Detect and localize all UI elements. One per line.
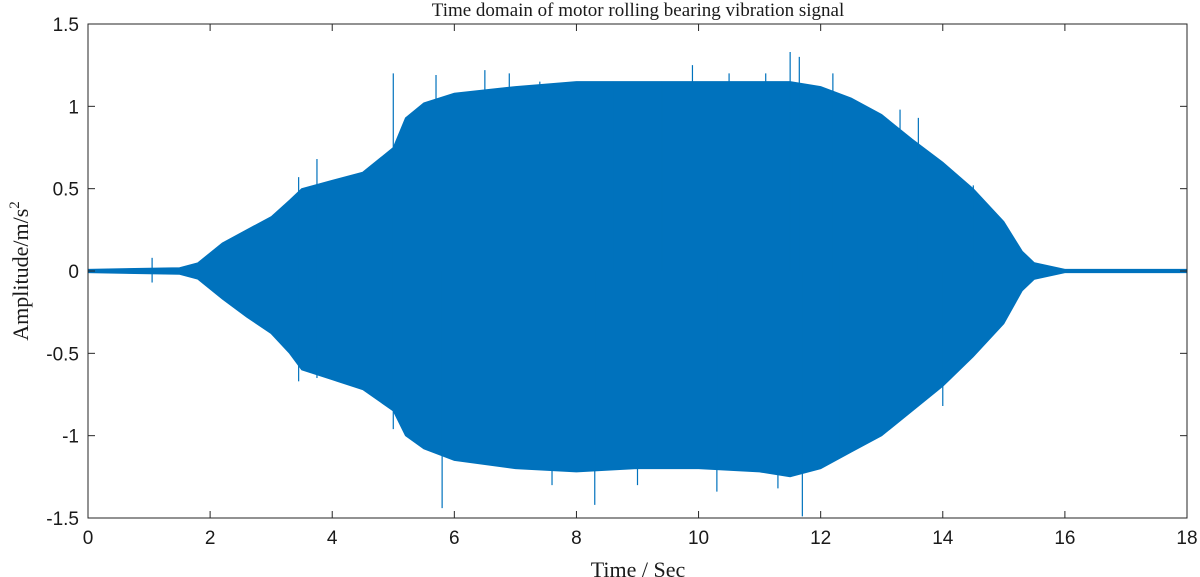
x-tick-label: 8 — [571, 528, 582, 549]
x-tick-label: 16 — [1054, 528, 1075, 549]
y-tick-label: -0.5 — [46, 344, 79, 365]
y-tick-label: 1 — [68, 97, 79, 118]
x-tick-label: 0 — [83, 528, 94, 549]
x-axis-title: Time / Sec — [591, 557, 686, 577]
plot-area — [87, 23, 1188, 519]
chart-title: Time domain of motor rolling bearing vib… — [432, 0, 845, 21]
signal-spikes — [151, 51, 974, 517]
x-tick-label: 18 — [1176, 528, 1197, 549]
x-tick-label: 12 — [810, 528, 831, 549]
y-axis-title-superscript: 2 — [7, 201, 23, 209]
x-tick-label: 4 — [327, 528, 338, 549]
y-tick-label: 0 — [68, 262, 79, 283]
y-axis-title: Amplitude/m/s2 — [7, 201, 33, 341]
x-tick-label: 2 — [205, 528, 216, 549]
y-tick-label: 0.5 — [53, 180, 79, 201]
y-tick-label: -1 — [62, 427, 79, 448]
x-axis: 0 2 4 6 8 10 12 14 16 18 — [83, 24, 1198, 549]
y-axis-title-text: Amplitude/m/s — [8, 209, 33, 341]
x-tick-label: 10 — [688, 528, 709, 549]
x-tick-label: 6 — [449, 528, 460, 549]
y-axis: 1.5 1 0.5 0 -0.5 -1 -1.5 — [46, 15, 1187, 530]
x-tick-label: 14 — [932, 528, 954, 549]
y-tick-label: 1.5 — [53, 15, 79, 36]
y-tick-label: -1.5 — [46, 509, 79, 530]
